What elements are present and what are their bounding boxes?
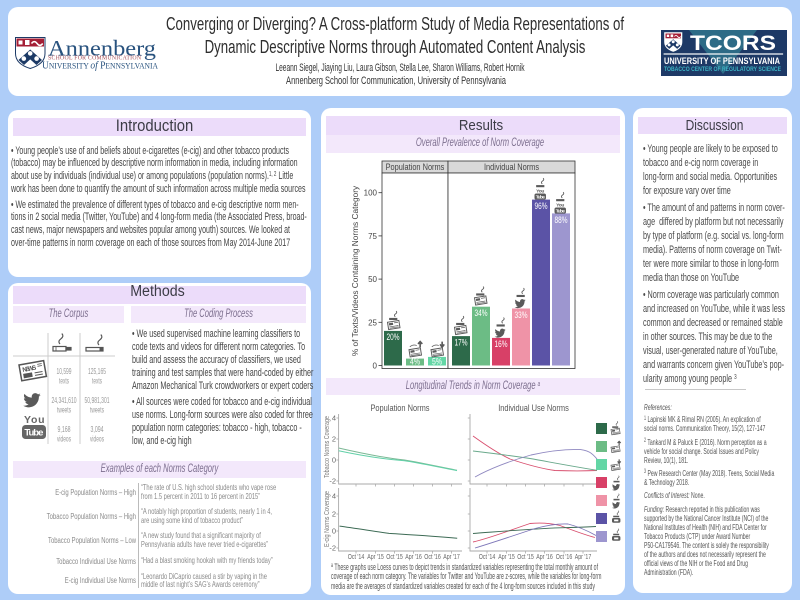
- svg-text:2: 2: [332, 510, 336, 519]
- svg-text:Oct '16: Oct '16: [556, 552, 573, 561]
- svg-text:17%: 17%: [455, 337, 468, 347]
- svg-text:5%: 5%: [432, 357, 442, 367]
- svg-text:Tobacco Norms Coverage: Tobacco Norms Coverage: [322, 416, 331, 478]
- svg-text:33%: 33%: [515, 310, 528, 320]
- svg-text:Apr '16: Apr '16: [536, 552, 553, 561]
- svg-text:E-cig Norms Coverage: E-cig Norms Coverage: [322, 491, 331, 547]
- svg-text:videos: videos: [90, 434, 104, 444]
- svg-text:texts: texts: [59, 376, 69, 386]
- svg-text:Population Norms: Population Norms: [370, 402, 429, 413]
- svg-text:Oct '16: Oct '16: [424, 552, 441, 561]
- svg-text:0: 0: [332, 456, 336, 465]
- svg-text:75: 75: [368, 232, 377, 241]
- svg-text:16%: 16%: [495, 339, 508, 349]
- svg-text:Oct '14: Oct '14: [479, 552, 496, 561]
- svg-text:texts: texts: [92, 376, 102, 386]
- svg-text:25: 25: [368, 318, 377, 327]
- svg-text:34%: 34%: [475, 308, 488, 318]
- svg-text:Population Norms: Population Norms: [386, 161, 445, 172]
- svg-text:4%: 4%: [410, 357, 420, 367]
- svg-text:4: 4: [332, 414, 336, 423]
- svg-text:Individual Norms: Individual Norms: [484, 161, 539, 172]
- svg-text:50,981,301: 50,981,301: [85, 395, 110, 405]
- svg-text:9,168: 9,168: [58, 424, 71, 434]
- svg-text:0: 0: [373, 362, 378, 371]
- svg-text:10,599: 10,599: [57, 366, 72, 376]
- svg-text:-2: -2: [329, 477, 336, 486]
- svg-text:Oct '14: Oct '14: [348, 552, 365, 561]
- svg-text:UNIVERSITY OF PENNSYLVANIA: UNIVERSITY OF PENNSYLVANIA: [664, 56, 780, 66]
- svg-text:Oct '15: Oct '15: [386, 552, 403, 561]
- svg-text:SCHOOL FOR COMMUNICATION: SCHOOL FOR COMMUNICATION: [48, 56, 142, 62]
- svg-text:TCORS: TCORS: [690, 32, 776, 55]
- svg-text:Apr '16: Apr '16: [405, 552, 422, 561]
- svg-text:% of Texts/Videos Containing N: % of Texts/Videos Containing Norms Categ…: [350, 185, 360, 356]
- svg-text:100: 100: [364, 189, 378, 198]
- svg-text:24,341,610: 24,341,610: [52, 395, 77, 405]
- svg-text:Annenberg: Annenberg: [48, 36, 156, 61]
- svg-text:TOBACCO CENTER OF REGULATORY S: TOBACCO CENTER OF REGULATORY SCIENCE: [664, 66, 782, 73]
- svg-text:Oct '15: Oct '15: [517, 552, 534, 561]
- svg-text:UNIVERSITY of PENNSYLVANIA: UNIVERSITY of PENNSYLVANIA: [42, 61, 158, 72]
- svg-text:0: 0: [332, 527, 336, 536]
- svg-text:-2: -2: [329, 544, 336, 553]
- svg-text:125,165: 125,165: [88, 366, 106, 376]
- svg-text:50: 50: [368, 275, 377, 284]
- svg-text:3,094: 3,094: [91, 424, 104, 434]
- svg-text:Individual Use Norms: Individual Use Norms: [498, 402, 569, 413]
- svg-text:20%: 20%: [387, 332, 400, 342]
- svg-text:88%: 88%: [555, 215, 568, 225]
- svg-text:4: 4: [332, 492, 336, 501]
- svg-text:NEWS: NEWS: [22, 364, 38, 373]
- svg-text:videos: videos: [57, 434, 71, 444]
- svg-text:You: You: [24, 414, 45, 426]
- svg-text:Apr '15: Apr '15: [498, 552, 515, 561]
- svg-text:Apr '15: Apr '15: [367, 552, 384, 561]
- svg-text:tweets: tweets: [57, 405, 71, 415]
- svg-text:2: 2: [332, 435, 336, 444]
- svg-text:Tube: Tube: [24, 428, 43, 439]
- svg-text:tweets: tweets: [90, 405, 104, 415]
- svg-text:Apr '17: Apr '17: [575, 552, 592, 561]
- svg-text:Apr '17: Apr '17: [443, 552, 460, 561]
- svg-text:96%: 96%: [535, 201, 548, 211]
